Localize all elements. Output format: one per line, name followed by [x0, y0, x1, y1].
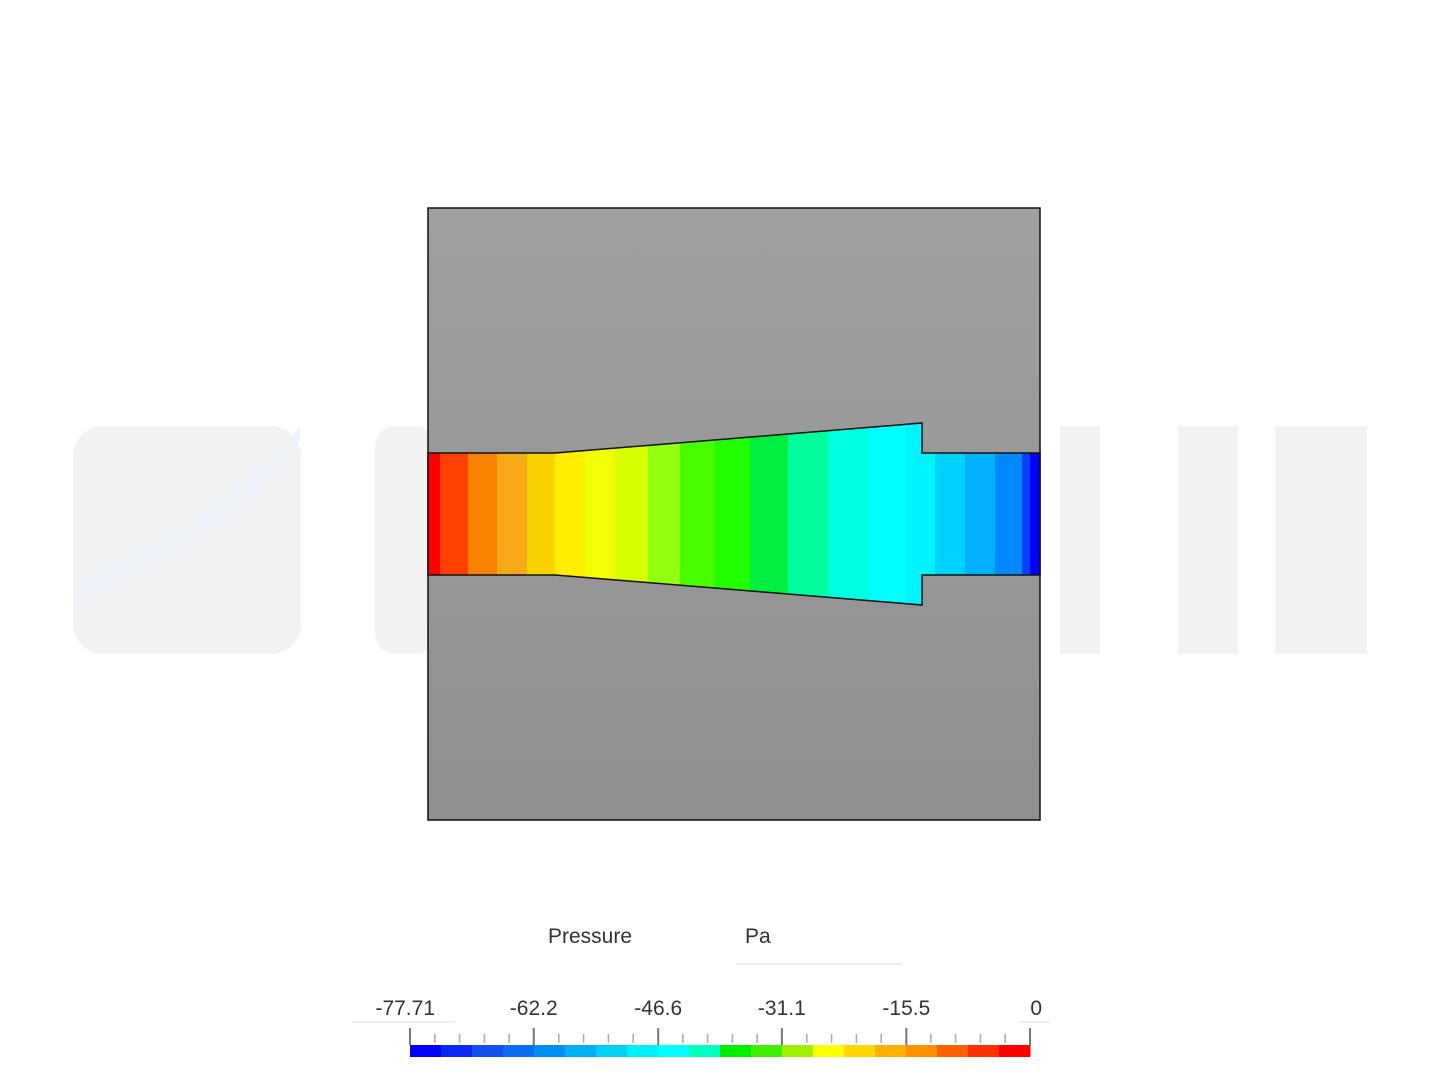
colorbar: -77.71 -62.2 -46.6 -31.1 -15.5 0	[375, 997, 1042, 1057]
colorbar-segment	[565, 1045, 597, 1057]
tick-label: -46.6	[634, 997, 682, 1020]
colorbar-segment	[410, 1045, 442, 1057]
colorbar-segment	[751, 1045, 783, 1057]
colorbar-segment	[627, 1045, 659, 1057]
colorbar-segment	[782, 1045, 814, 1057]
tick-label: -62.2	[510, 997, 558, 1020]
colorbar-segment	[968, 1045, 1000, 1057]
colorbar-segment	[441, 1045, 473, 1057]
field-band	[750, 423, 789, 605]
colorbar-segment	[720, 1045, 752, 1057]
legend-unit: Pa	[745, 925, 771, 948]
colorbar-segment	[813, 1045, 845, 1057]
tick-label: -31.1	[758, 997, 806, 1020]
field-band	[828, 423, 869, 605]
colorbar-segment	[875, 1045, 907, 1057]
field-band	[1022, 423, 1031, 605]
field-band	[715, 423, 751, 605]
colorbar-segment	[534, 1045, 566, 1057]
field-band	[788, 423, 829, 605]
colorbar-segment	[937, 1045, 969, 1057]
tick-label: 0	[1030, 997, 1042, 1020]
channel-outline	[427, 422, 1041, 606]
field-band	[680, 423, 716, 605]
colorbar-segment	[999, 1045, 1031, 1057]
colorbar-segment	[844, 1045, 876, 1057]
colorbar-segment	[689, 1045, 721, 1057]
field-band	[428, 423, 441, 605]
field-band	[1030, 423, 1040, 605]
colorbar-segment	[503, 1045, 535, 1057]
legend-title: Pressure	[548, 925, 632, 948]
field-band	[585, 423, 616, 605]
tick-label: -77.71	[375, 997, 435, 1020]
colorbar-segment	[658, 1045, 690, 1057]
tick-label: -15.5	[882, 997, 930, 1020]
colorbar-segment	[472, 1045, 504, 1057]
colorbar-segment	[596, 1045, 628, 1057]
field-band	[555, 423, 586, 605]
field-band	[648, 423, 681, 605]
field-band	[868, 423, 906, 605]
watermark	[73, 426, 1367, 654]
colorbar-segment	[906, 1045, 938, 1057]
field-band	[615, 423, 649, 605]
